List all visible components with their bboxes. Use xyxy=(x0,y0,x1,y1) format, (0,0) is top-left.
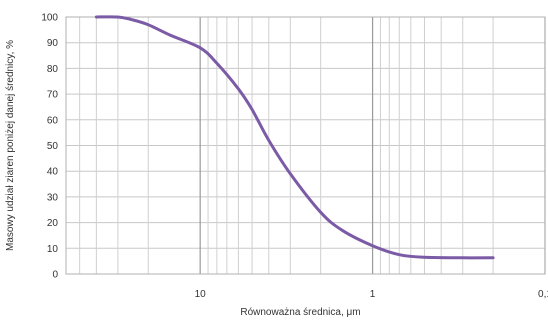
y-axis-tick-labels: 0 10 20 30 40 50 60 70 80 90 100 xyxy=(41,13,58,281)
y-tick-label: 50 xyxy=(47,141,59,152)
x-tick-label: 10 xyxy=(195,289,207,300)
series-line xyxy=(94,15,495,260)
y-tick-label: 0 xyxy=(52,270,58,281)
data-series xyxy=(94,15,495,260)
plot-area xyxy=(65,16,546,275)
x-axis-label: Równoważna średnica, μm xyxy=(240,307,360,318)
x-axis-tick-labels: 10 1 0,1 xyxy=(195,289,548,300)
y-axis-label: Masowy udział ziaren poniżej danej średn… xyxy=(5,40,16,251)
x-tick-label: 0,1 xyxy=(538,289,548,300)
y-tick-label: 100 xyxy=(41,13,58,24)
y-tick-label: 20 xyxy=(47,218,59,229)
y-tick-label: 70 xyxy=(47,90,59,101)
x-tick-label: 1 xyxy=(370,289,376,300)
y-tick-label: 60 xyxy=(47,115,59,126)
y-tick-label: 40 xyxy=(47,167,59,178)
y-tick-label: 30 xyxy=(47,192,59,203)
y-tick-label: 80 xyxy=(47,64,59,75)
y-tick-label: 10 xyxy=(47,244,59,255)
grid-lines xyxy=(65,16,546,275)
y-tick-label: 90 xyxy=(47,38,59,49)
